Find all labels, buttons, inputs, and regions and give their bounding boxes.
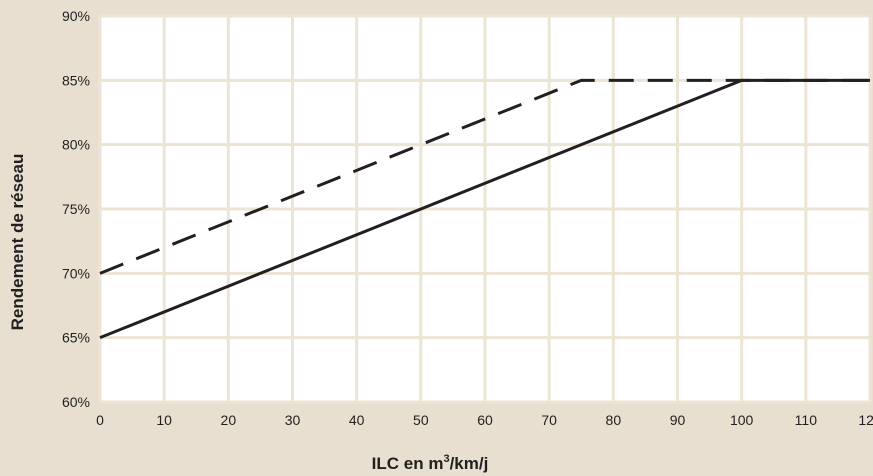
y-tick-label-65: 65%	[62, 330, 90, 346]
y-tick-label-70: 70%	[62, 265, 90, 281]
x-tick-label-30: 30	[285, 412, 301, 428]
series-line-dashed	[99, 78, 870, 275]
x-tick-label-40: 40	[349, 412, 365, 428]
x-axis-title-main: ILC en m	[372, 454, 444, 473]
x-tick-label-80: 80	[606, 412, 622, 428]
series-lines	[99, 78, 870, 340]
x-axis-title-superscript: 3	[443, 453, 449, 465]
x-tick-label-10: 10	[156, 412, 172, 428]
x-tick-label-90: 90	[670, 412, 686, 428]
y-axis-title: Rendement de réseau	[8, 154, 27, 331]
x-tick-label-0: 0	[96, 412, 104, 428]
x-tick-label-20: 20	[221, 412, 237, 428]
x-tick-label-60: 60	[477, 412, 493, 428]
y-tick-label-80: 80%	[62, 137, 90, 153]
x-tick-label-110: 110	[795, 412, 818, 428]
x-tick-label-70: 70	[541, 412, 557, 428]
x-tick-label-100: 100	[730, 412, 754, 428]
x-axis-ticks: 0 10 20 30 40 50 60 70 80 90 100 110 120	[96, 412, 873, 428]
y-tick-label-90: 90%	[62, 8, 90, 24]
y-axis-ticks: 60% 65% 70% 75% 80% 85% 90%	[62, 8, 90, 410]
x-tick-label-120: 120	[858, 412, 873, 428]
x-tick-label-50: 50	[413, 412, 429, 428]
x-axis-title: ILC en m3/km/j	[372, 453, 489, 473]
x-axis-title-unit: /km/j	[450, 454, 489, 473]
y-tick-label-75: 75%	[62, 201, 90, 217]
y-tick-label-60: 60%	[62, 394, 90, 410]
y-tick-label-85: 85%	[62, 72, 90, 88]
